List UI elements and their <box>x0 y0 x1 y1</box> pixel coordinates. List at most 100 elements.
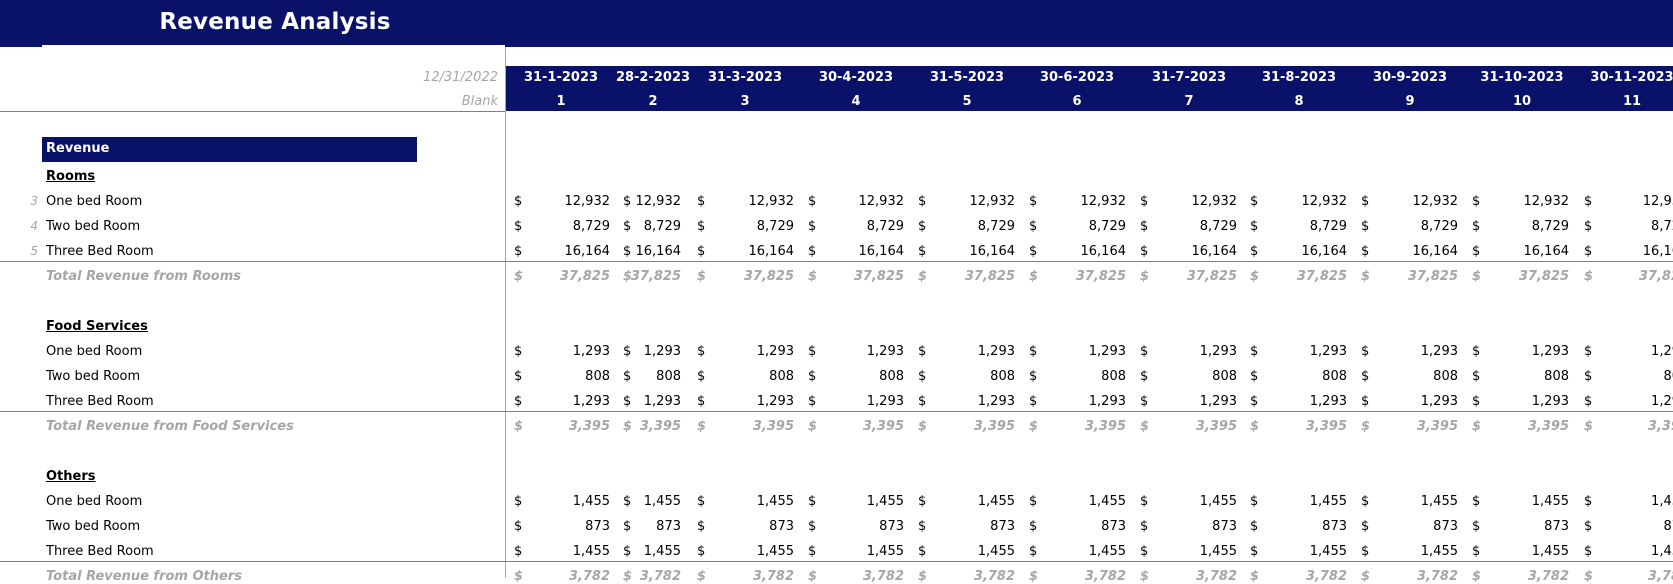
value-cell[interactable]: 808 <box>656 369 681 384</box>
row-label[interactable]: One bed Room <box>46 494 143 509</box>
total-value-cell[interactable]: 3,782 <box>1416 569 1458 584</box>
value-cell[interactable]: 873 <box>1212 519 1237 534</box>
row-label[interactable]: Two bed Room <box>46 519 141 534</box>
value-cell[interactable]: 16,164 <box>564 244 611 259</box>
section-header[interactable]: Others <box>46 469 96 484</box>
value-cell[interactable]: 1,455 <box>1199 494 1237 509</box>
value-cell[interactable]: 873 <box>990 519 1015 534</box>
value-cell[interactable]: 87 <box>1663 519 1673 534</box>
column-date[interactable]: 31-1-2023 <box>523 70 599 85</box>
total-value-cell[interactable]: 3,395 <box>973 419 1015 434</box>
total-value-cell[interactable]: 37,825 <box>743 269 794 284</box>
value-cell[interactable]: 1,293 <box>643 394 681 409</box>
value-cell[interactable]: 1,293 <box>1088 344 1126 359</box>
value-cell[interactable]: 1,29 <box>1651 344 1673 359</box>
column-period-number[interactable]: 7 <box>1184 94 1194 109</box>
total-value-cell[interactable]: 37,825 <box>853 269 904 284</box>
total-value-cell[interactable]: 3,395 <box>1084 419 1126 434</box>
row-label[interactable]: Three Bed Room <box>46 394 154 409</box>
value-cell[interactable]: 873 <box>879 519 904 534</box>
total-value-cell[interactable]: 3,782 <box>1305 569 1347 584</box>
total-value-cell[interactable]: 37,825 <box>1296 269 1347 284</box>
column-period-number[interactable]: 5 <box>962 94 972 109</box>
value-cell[interactable]: 12,93 <box>1642 194 1673 209</box>
total-value-cell[interactable]: 3,395 <box>862 419 904 434</box>
value-cell[interactable]: 1,455 <box>866 544 904 559</box>
value-cell[interactable]: 8,729 <box>756 219 794 234</box>
column-period-number[interactable]: 8 <box>1294 94 1304 109</box>
value-cell[interactable]: 8,729 <box>1088 219 1126 234</box>
value-cell[interactable]: 12,932 <box>858 194 905 209</box>
total-value-cell[interactable]: 3,782 <box>752 569 794 584</box>
value-cell[interactable]: 1,455 <box>866 494 904 509</box>
value-cell[interactable]: 12,932 <box>1080 194 1127 209</box>
total-value-cell[interactable]: 3,782 <box>1527 569 1569 584</box>
value-cell[interactable]: 1,455 <box>1531 544 1569 559</box>
value-cell[interactable]: 808 <box>1322 369 1347 384</box>
column-period-number[interactable]: 10 <box>1512 94 1532 109</box>
value-cell[interactable]: 8,729 <box>1420 219 1458 234</box>
value-cell[interactable]: 873 <box>1322 519 1347 534</box>
column-date[interactable]: 31-7-2023 <box>1151 70 1227 85</box>
value-cell[interactable]: 16,164 <box>1523 244 1570 259</box>
row-label[interactable]: One bed Room <box>46 344 143 359</box>
base-label[interactable]: Blank <box>461 94 498 109</box>
column-date[interactable]: 31-3-2023 <box>707 70 783 85</box>
value-cell[interactable]: 12,932 <box>635 194 682 209</box>
value-cell[interactable]: 1,293 <box>1199 394 1237 409</box>
total-value-cell[interactable]: 3,782 <box>1084 569 1126 584</box>
column-period-number[interactable]: 11 <box>1622 94 1642 109</box>
total-value-cell[interactable]: 3,395 <box>1416 419 1458 434</box>
row-label[interactable]: Two bed Room <box>46 219 141 234</box>
column-date[interactable]: 31-10-2023 <box>1480 70 1564 85</box>
value-cell[interactable]: 873 <box>1544 519 1569 534</box>
total-value-cell[interactable]: 37,82 <box>1638 269 1673 284</box>
total-row-label[interactable]: Total Revenue from Food Services <box>46 419 294 434</box>
value-cell[interactable]: 1,293 <box>977 344 1015 359</box>
value-cell[interactable]: 873 <box>1101 519 1126 534</box>
value-cell[interactable]: 16,164 <box>635 244 682 259</box>
value-cell[interactable]: 1,45 <box>1651 494 1673 509</box>
total-value-cell[interactable]: 3,395 <box>639 419 681 434</box>
value-cell[interactable]: 12,932 <box>564 194 611 209</box>
total-value-cell[interactable]: 3,78 <box>1647 569 1673 584</box>
value-cell[interactable]: 1,455 <box>756 494 794 509</box>
column-date[interactable]: 31-8-2023 <box>1261 70 1337 85</box>
value-cell[interactable]: 1,293 <box>866 344 904 359</box>
total-value-cell[interactable]: 3,782 <box>973 569 1015 584</box>
total-value-cell[interactable]: 3,39 <box>1647 419 1673 434</box>
value-cell[interactable]: 12,932 <box>1523 194 1570 209</box>
value-cell[interactable]: 1,455 <box>643 544 681 559</box>
base-date[interactable]: 12/31/2022 <box>423 70 498 85</box>
value-cell[interactable]: 12,932 <box>969 194 1016 209</box>
value-cell[interactable]: 1,293 <box>643 344 681 359</box>
total-value-cell[interactable]: 37,825 <box>1186 269 1237 284</box>
value-cell[interactable]: 1,293 <box>1309 344 1347 359</box>
column-date[interactable]: 30-11-2023 <box>1590 70 1673 85</box>
value-cell[interactable]: 873 <box>769 519 794 534</box>
value-cell[interactable]: 8,729 <box>572 219 610 234</box>
value-cell[interactable]: 808 <box>1212 369 1237 384</box>
value-cell[interactable]: 8,729 <box>1199 219 1237 234</box>
row-label[interactable]: One bed Room <box>46 194 143 209</box>
value-cell[interactable]: 873 <box>656 519 681 534</box>
value-cell[interactable]: 808 <box>1433 369 1458 384</box>
value-cell[interactable]: 1,455 <box>1309 494 1347 509</box>
value-cell[interactable]: 1,293 <box>977 394 1015 409</box>
total-value-cell[interactable]: 3,782 <box>639 569 681 584</box>
section-header[interactable]: Food Services <box>46 319 148 334</box>
total-value-cell[interactable]: 37,825 <box>1518 269 1569 284</box>
total-value-cell[interactable]: 3,395 <box>752 419 794 434</box>
value-cell[interactable]: 873 <box>585 519 610 534</box>
column-period-number[interactable]: 4 <box>851 94 861 109</box>
total-value-cell[interactable]: 37,825 <box>1407 269 1458 284</box>
total-value-cell[interactable]: 3,395 <box>1195 419 1237 434</box>
column-period-number[interactable]: 6 <box>1072 94 1082 109</box>
column-date[interactable]: 31-5-2023 <box>929 70 1005 85</box>
value-cell[interactable]: 1,293 <box>572 344 610 359</box>
value-cell[interactable]: 1,455 <box>756 544 794 559</box>
value-cell[interactable]: 8,72 <box>1651 219 1673 234</box>
value-cell[interactable]: 1,293 <box>756 344 794 359</box>
value-cell[interactable]: 1,455 <box>1420 494 1458 509</box>
value-cell[interactable]: 1,293 <box>1309 394 1347 409</box>
